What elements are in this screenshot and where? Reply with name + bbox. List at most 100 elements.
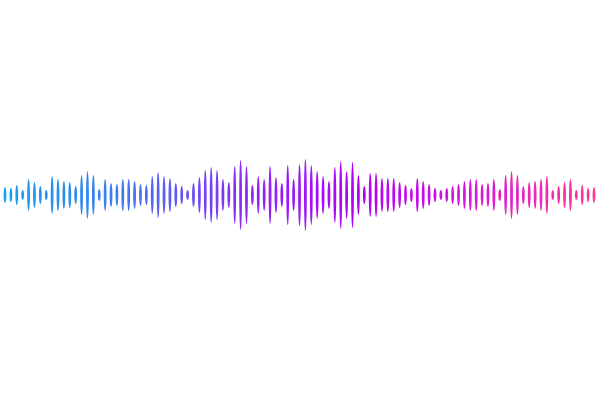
waveform-bar	[180, 186, 184, 204]
waveform-bar	[221, 179, 225, 211]
waveform-bar	[250, 185, 254, 205]
waveform-bar	[404, 185, 407, 205]
waveform-bar	[504, 175, 508, 215]
waveform-bar	[121, 179, 125, 211]
waveform-bar	[68, 182, 72, 208]
waveform-bars	[3, 159, 596, 231]
waveform-bar	[127, 179, 131, 211]
waveform-bar	[510, 171, 513, 219]
waveform-bar	[62, 181, 66, 209]
waveform-bar	[298, 164, 301, 226]
waveform-bar	[580, 185, 584, 205]
waveform-bar	[474, 179, 478, 211]
waveform-bar	[357, 175, 360, 215]
waveform-bar	[574, 190, 578, 200]
waveform-bar	[362, 186, 366, 204]
waveform-bar	[268, 166, 272, 224]
waveform-bar	[492, 179, 496, 211]
waveform-bar	[233, 166, 237, 224]
waveform-bar	[392, 178, 396, 212]
waveform-bar	[345, 171, 349, 219]
waveform-bar	[533, 181, 537, 209]
waveform-bar	[527, 182, 531, 208]
waveform-bar	[274, 177, 278, 213]
waveform-bar	[410, 188, 413, 202]
waveform-bar	[374, 173, 378, 217]
waveform-bar	[227, 182, 231, 208]
waveform-bar	[197, 177, 201, 213]
waveform-bar	[421, 181, 425, 209]
waveform-bar	[56, 179, 60, 211]
waveform-bar	[539, 179, 543, 211]
waveform-bar	[445, 188, 449, 202]
waveform-bar	[292, 179, 296, 211]
waveform-bar	[33, 182, 36, 208]
waveform-bar	[215, 170, 219, 220]
waveform-bar	[186, 190, 189, 200]
waveform-bar	[303, 159, 307, 231]
waveform-bar	[551, 190, 555, 200]
waveform-bar	[256, 176, 260, 214]
waveform-bar	[203, 170, 207, 220]
waveform-bar	[80, 175, 83, 215]
waveform-bar	[463, 181, 466, 209]
waveform-bar	[457, 184, 460, 206]
waveform-bar	[162, 176, 166, 214]
waveform-bar	[174, 183, 178, 207]
waveform-bar	[545, 176, 549, 214]
waveform-bar	[415, 178, 419, 212]
waveform-bar	[516, 175, 519, 215]
waveform-bar	[368, 173, 372, 217]
waveform-bar	[586, 188, 590, 202]
waveform-bar	[386, 178, 390, 212]
waveform-bar	[280, 183, 284, 207]
waveform-bar	[21, 190, 25, 200]
waveform-bar	[192, 183, 195, 207]
waveform-bar	[433, 188, 437, 202]
waveform-bar	[9, 188, 13, 202]
waveform-bar	[97, 189, 101, 201]
waveform-bar	[91, 175, 95, 215]
waveform-bar	[333, 167, 337, 223]
waveform-bar	[451, 186, 455, 204]
waveform-bar	[245, 166, 248, 224]
waveform-bar	[339, 161, 343, 229]
waveform-bar	[262, 179, 266, 211]
waveform-bar	[351, 162, 354, 228]
waveform-bar	[115, 184, 119, 206]
waveform-bar	[557, 186, 561, 204]
waveform-bar	[398, 182, 402, 208]
waveform-bar	[209, 167, 213, 223]
waveform-bar	[569, 179, 572, 211]
waveform-bar	[38, 186, 42, 204]
waveform-bar	[480, 184, 484, 206]
waveform-bar	[15, 185, 19, 205]
waveform-bar	[86, 171, 89, 219]
waveform-bar	[486, 183, 490, 207]
waveform-bar	[74, 186, 78, 204]
waveform-bar	[380, 178, 384, 212]
waveform-bar	[150, 176, 154, 214]
waveform-bar	[321, 176, 325, 214]
waveform-bar	[309, 165, 313, 225]
waveform-bar	[44, 190, 48, 200]
waveform-bar	[144, 185, 148, 205]
waveform-bar	[168, 178, 172, 212]
waveform-bar	[521, 186, 525, 204]
waveform-bar	[315, 171, 319, 219]
waveform-bar	[563, 182, 566, 208]
waveform-bar	[50, 176, 54, 214]
waveform-bar	[427, 184, 431, 206]
waveform-bar	[109, 183, 113, 207]
waveform-bar	[439, 190, 443, 200]
waveform-bar	[468, 179, 472, 211]
waveform-bar	[139, 184, 142, 206]
waveform-bar	[327, 181, 331, 209]
waveform-bar	[27, 179, 30, 211]
waveform-bar	[3, 187, 7, 203]
waveform-bar	[103, 179, 107, 211]
waveform-bar	[592, 187, 596, 203]
waveform-bar	[156, 172, 160, 218]
waveform-bar	[286, 165, 290, 225]
